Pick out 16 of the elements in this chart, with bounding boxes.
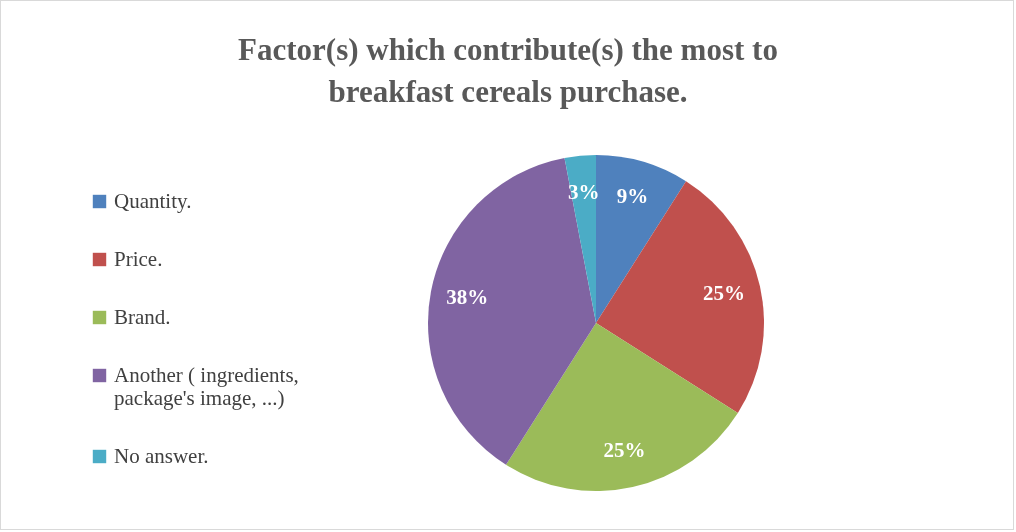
pie-slice [596, 155, 687, 323]
pie-slice [505, 323, 738, 491]
legend-label: Price. [114, 246, 163, 271]
legend-label: Quantity. [114, 188, 192, 213]
legend-label: Another ( ingredients, package's image, ...) [114, 362, 299, 410]
data-label: 25% [702, 281, 745, 306]
data-label: 3% [567, 179, 600, 204]
data-label: 25% [603, 437, 646, 462]
pie-slice [428, 157, 596, 465]
legend-label: No answer. [114, 443, 209, 468]
legend-label: Brand. [114, 304, 171, 329]
data-label: 38% [446, 285, 489, 310]
chart-title: Factor(s) which contribute(s) the most to breakfast cereals purchase. [238, 32, 778, 109]
pie-slice [596, 181, 764, 414]
data-label: 9% [616, 184, 649, 209]
pie-slice [564, 155, 596, 323]
